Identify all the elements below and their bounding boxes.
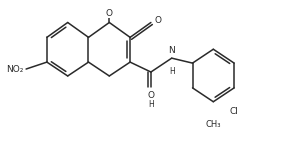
Text: Cl: Cl	[230, 107, 239, 116]
Text: H: H	[169, 67, 175, 76]
Text: O: O	[147, 91, 155, 100]
Text: CH₃: CH₃	[206, 120, 221, 129]
Text: O: O	[155, 16, 162, 25]
Text: H: H	[148, 100, 154, 109]
Text: N: N	[168, 46, 175, 55]
Text: O: O	[106, 9, 113, 18]
Text: NO₂: NO₂	[6, 65, 23, 74]
